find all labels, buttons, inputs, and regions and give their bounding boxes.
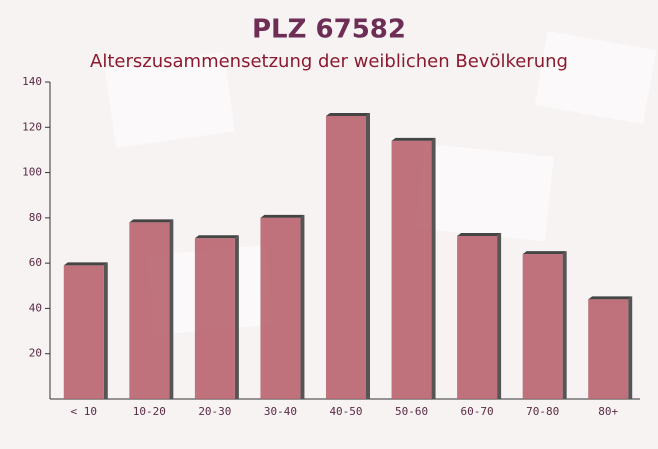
- x-tick-label: 50-60: [395, 405, 428, 418]
- y-tick-label: 140: [22, 75, 42, 88]
- y-tick-label: 20: [29, 347, 42, 360]
- bar-shadow: [366, 112, 370, 399]
- bar: [260, 217, 301, 399]
- bar-top: [63, 262, 108, 266]
- bar: [194, 238, 235, 399]
- x-tick-label: 70-80: [526, 405, 559, 418]
- x-tick-label: 30-40: [264, 405, 297, 418]
- bar: [63, 265, 104, 399]
- bar: [522, 254, 563, 399]
- y-tick-label: 120: [22, 120, 42, 133]
- bar-top: [391, 137, 436, 141]
- bar: [588, 299, 629, 399]
- bar-shadow: [562, 251, 567, 399]
- bar-top: [194, 235, 239, 239]
- x-tick-label: 20-30: [198, 405, 231, 418]
- y-tick-label: 60: [29, 256, 42, 269]
- bar-shadow: [497, 232, 502, 399]
- x-tick-label: < 10: [71, 405, 98, 418]
- bar-shadow: [431, 137, 436, 399]
- y-tick-label: 40: [29, 301, 42, 314]
- bar-top: [522, 251, 567, 255]
- x-tick-label: 10-20: [133, 405, 166, 418]
- bar: [129, 222, 170, 399]
- y-tick-label: 80: [29, 211, 42, 224]
- bar-top: [129, 219, 174, 223]
- bar: [391, 140, 432, 399]
- chart-subtitle: Alterszusammensetzung der weiblichen Bev…: [90, 51, 568, 72]
- bar-shadow: [103, 262, 108, 399]
- bar-shadow: [628, 296, 633, 399]
- chart-title: PLZ 67582: [252, 15, 406, 45]
- bar-shadow: [169, 219, 174, 399]
- x-tick-label: 60-70: [461, 405, 494, 418]
- bar-top: [588, 296, 633, 300]
- bar-top: [260, 214, 305, 218]
- bar-top: [457, 232, 502, 236]
- bar-shadow: [300, 214, 305, 399]
- y-tick-label: 100: [22, 166, 42, 179]
- bar: [457, 235, 498, 399]
- x-tick-label: 40-50: [329, 405, 362, 418]
- bar-top: [326, 112, 370, 116]
- x-tick-label: 80+: [598, 405, 618, 418]
- bar-shadow: [234, 235, 239, 399]
- bar: [326, 115, 366, 399]
